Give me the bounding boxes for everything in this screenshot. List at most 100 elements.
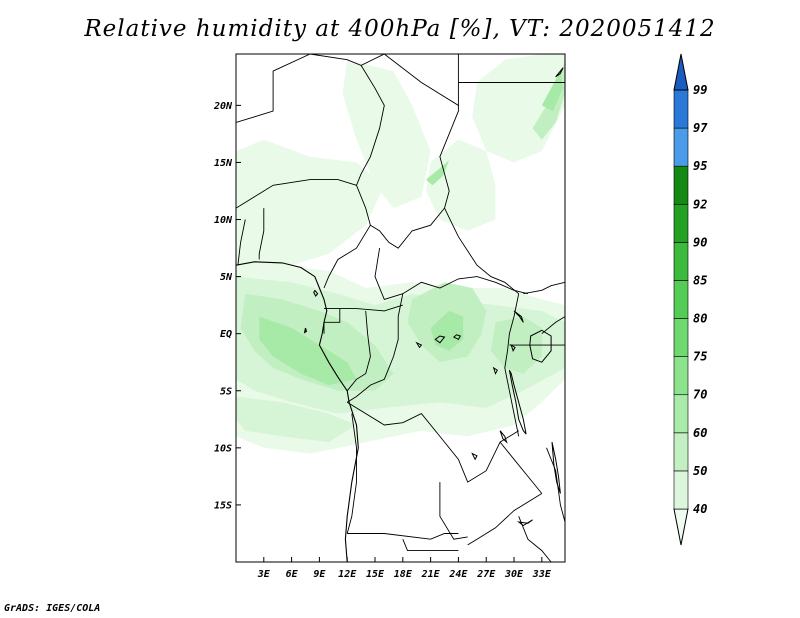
rh-field-60-7: [240, 293, 394, 391]
country-border-0: [236, 54, 311, 123]
lon-tick-label: 6E: [286, 569, 299, 580]
colorbar-segment-95: [673, 127, 689, 167]
rh-field-70-12: [430, 310, 464, 351]
country-border-26: [467, 493, 543, 546]
lat-tick-label: 15N: [214, 158, 233, 169]
country-border-8: [237, 219, 246, 266]
rh-field-60-10: [532, 59, 565, 140]
lake-outline-3: [551, 441, 561, 494]
coastline-0: [236, 261, 359, 562]
map-frame: [235, 53, 566, 563]
lake-outline-1: [529, 329, 552, 363]
country-border-2: [356, 65, 385, 186]
country-border-14: [323, 308, 341, 334]
lake-outline-0: [508, 369, 527, 435]
humidity-fields: [236, 54, 565, 454]
rh-field-40-1: [342, 59, 431, 209]
lat-tick-label: 5N: [220, 272, 233, 283]
lon-tick-label: 30E: [504, 569, 524, 580]
lon-tick-label: 9E: [313, 569, 326, 580]
lon-tick-label: 3E: [257, 569, 271, 580]
country-border-13: [324, 304, 403, 312]
grads-credit: GrADS: IGES/COLA: [4, 603, 101, 614]
country-border-6: [236, 179, 357, 209]
country-border-15: [346, 310, 371, 392]
rh-field-40-0: [236, 139, 385, 277]
country-border-3: [384, 54, 459, 107]
lat-tick-label: 10N: [214, 215, 233, 226]
lon-tick-label: 12E: [338, 569, 357, 580]
lake-outline-6: [452, 334, 462, 341]
map-lines: [236, 54, 565, 562]
colorbar-label: 70: [693, 388, 707, 402]
country-border-7: [258, 208, 265, 260]
colorbar-segment-75: [673, 318, 689, 357]
lake-outline-5: [434, 335, 446, 344]
lat-tick-label: 5S: [220, 386, 232, 397]
lake-outline-7: [415, 341, 423, 349]
colorbar-label: 85: [693, 273, 707, 287]
rh-field-70-14: [426, 160, 450, 186]
country-border-29: [402, 539, 459, 552]
colorbar: 40 50 60 70 75 80 85 90 92 95 97 99: [673, 53, 708, 546]
country-border-16: [346, 293, 404, 403]
lat-tick-label: 15S: [214, 500, 232, 511]
country-border-9: [356, 185, 445, 249]
colorbar-label: 99: [693, 83, 707, 97]
country-border-1: [310, 54, 385, 66]
colorbar-segment-50: [673, 432, 689, 472]
lat-tick-label: EQ: [220, 329, 232, 340]
colorbar-label: 97: [693, 121, 708, 135]
colorbar-label: 75: [693, 350, 707, 364]
lake-outline-2: [513, 310, 524, 323]
coastline-1: [313, 289, 319, 297]
colorbar-segment-40: [673, 470, 689, 510]
country-border-4: [439, 105, 459, 209]
country-border-20: [541, 316, 565, 335]
colorbar-upper-triangle: [673, 53, 689, 91]
rh-field-70-13: [541, 71, 564, 112]
colorbar-label: 50: [693, 464, 707, 478]
country-border-12: [374, 248, 529, 300]
colorbar-label: 40: [693, 502, 707, 516]
colorbar-segment-70: [673, 356, 689, 396]
lon-tick-label: 15E: [366, 569, 385, 580]
country-border-18: [523, 281, 565, 295]
country-border-17: [504, 293, 520, 437]
country-border-23: [347, 533, 459, 540]
lon-tick-label: 24E: [448, 569, 468, 580]
colorbar-segment-92: [673, 165, 689, 205]
rh-field-50-6: [236, 396, 357, 443]
lake-outline-4: [499, 430, 508, 444]
lat-tick-label: 10S: [214, 443, 232, 454]
lake-outline-10: [492, 366, 498, 375]
lake-outline-8: [516, 519, 533, 527]
coastline-2: [303, 327, 308, 334]
colorbar-segment-90: [673, 203, 689, 243]
colorbar-label: 90: [693, 235, 707, 249]
country-border-25: [499, 441, 543, 494]
chart-title: Relative humidity at 400hPa [%], VT: 202…: [84, 16, 716, 42]
axis-ticks: 3E 6E 9E 12E 15E 18E 21E 24E 27E 30E 33E 20N 15N 10N 5…: [213, 101, 552, 580]
colorbar-label: 60: [693, 426, 707, 440]
country-border-10: [444, 207, 519, 295]
lon-tick-label: 33E: [532, 569, 552, 580]
lake-outline-11: [510, 343, 516, 353]
colorbar-label: 92: [693, 197, 707, 211]
colorbar-segment-97: [673, 89, 689, 129]
country-border-21: [346, 401, 519, 483]
colorbar-lower-triangle: [673, 508, 689, 546]
colorbar-label: 95: [693, 159, 707, 173]
colorbar-label: 80: [693, 312, 707, 326]
country-border-11: [323, 224, 371, 289]
lake-outline-9: [471, 452, 478, 461]
colorbar-segment-80: [673, 280, 689, 319]
country-border-22: [346, 413, 357, 534]
lon-tick-label: 27E: [476, 569, 496, 580]
lon-tick-label: 21E: [421, 569, 441, 580]
rh-field-40-2: [426, 139, 496, 231]
colorbar-segment-60: [673, 394, 689, 434]
lake-outline-12: [555, 67, 564, 78]
lon-tick-label: 18E: [394, 569, 413, 580]
